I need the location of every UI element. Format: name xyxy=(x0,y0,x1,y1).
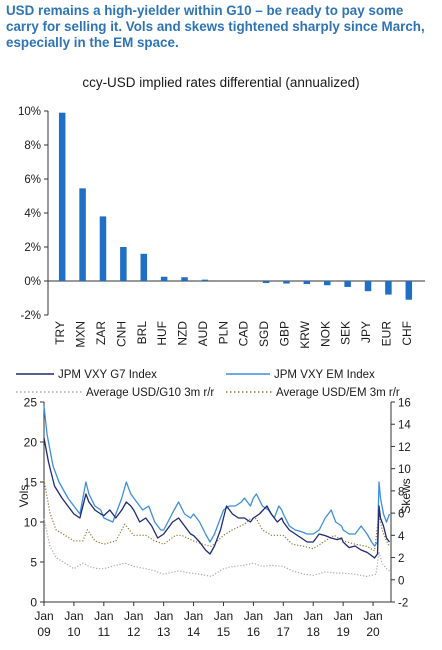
y-tick-label: 2% xyxy=(24,242,41,254)
x-tick-label: CAD xyxy=(237,321,251,347)
x-tick-label-month: Jan xyxy=(244,609,263,623)
bar-brl xyxy=(140,253,147,281)
y-left-tick-label: 20 xyxy=(24,436,38,450)
line-chart: JPM VXY G7 Index JPM VXY EM Index Average … xyxy=(16,369,413,639)
legend-label: Average USD/G10 3m r/r xyxy=(86,387,214,399)
series-line-average-usd-g10-3m-r-r xyxy=(43,518,390,577)
x-tick-label: CNH xyxy=(114,321,128,347)
y-left-axis-title: Vols xyxy=(17,485,31,508)
bar-try xyxy=(58,112,66,281)
y-right-tick-label: 10 xyxy=(398,464,411,476)
y-left-tick-label: 0 xyxy=(30,596,37,610)
y-left-tick-label: 5 xyxy=(30,556,37,570)
x-tick-label-month: Jan xyxy=(94,609,113,623)
x-tick-label-year: 14 xyxy=(187,625,201,639)
legend-label: JPM VXY G7 Index xyxy=(58,369,157,381)
x-tick-label: PLN xyxy=(216,321,230,344)
x-tick-label-year: 11 xyxy=(98,625,111,639)
bar-aud xyxy=(201,279,209,281)
x-tick-label-month: Jan xyxy=(363,609,382,623)
legend-label: JPM VXY EM Index xyxy=(274,369,375,381)
bar-mxn xyxy=(79,188,86,281)
y-right-tick-label: 2 xyxy=(398,553,404,565)
x-tick-label: AUD xyxy=(196,321,210,347)
x-tick-label-month: Jan xyxy=(124,609,143,623)
bar-huf xyxy=(160,276,168,281)
y-right-tick-label: 0 xyxy=(398,575,404,587)
bar-jpy xyxy=(364,281,372,292)
series-line-jpm-vxy-em-index xyxy=(43,405,391,547)
y-tick-label: -2% xyxy=(21,310,41,322)
x-tick-label: SEK xyxy=(339,321,353,345)
x-tick-label: GBP xyxy=(277,321,291,346)
y-right-tick-label: 6 xyxy=(398,509,404,521)
y-left-tick-label: 25 xyxy=(24,396,38,410)
bar-krw xyxy=(303,281,311,285)
y-left-tick-label: 10 xyxy=(24,516,38,530)
x-tick-label-year: 16 xyxy=(247,625,261,639)
bar-sgd xyxy=(262,281,270,284)
x-tick-label-month: Jan xyxy=(154,609,173,623)
bar-chart: -2% 0% 2% 4% 6% 8% 10% TRY MXN ZAR CNH BRL HUF NZD AUD… xyxy=(18,106,425,349)
y-tick-label: 8% xyxy=(24,140,41,152)
y-tick-label: 10% xyxy=(18,106,41,118)
headline: USD remains a high-yielder within G10 – … xyxy=(6,3,425,50)
x-tick-label-month: Jan xyxy=(274,609,293,623)
bar-sek xyxy=(344,281,351,287)
x-tick-label-month: Jan xyxy=(64,609,83,623)
bar-chart-title: ccy-USD implied rates differential (annu… xyxy=(82,75,360,90)
x-tick-label: ZAR xyxy=(94,321,108,345)
x-tick-label: KRW xyxy=(298,320,312,348)
x-tick-label-year: 15 xyxy=(217,625,231,639)
x-tick-label: TRY xyxy=(53,321,67,345)
x-tick-label: BRL xyxy=(135,321,149,345)
x-tick-label-month: Jan xyxy=(304,609,323,623)
y-left-tick-label: 15 xyxy=(24,476,38,490)
x-tick-label: JPY xyxy=(359,321,373,343)
y-right-tick-label: 8 xyxy=(398,486,404,498)
y-tick-label: 6% xyxy=(24,174,41,186)
bar-zar xyxy=(99,216,107,281)
x-tick-label-year: 13 xyxy=(157,625,171,639)
y-right-tick-label: 16 xyxy=(398,398,411,410)
x-tick-label-year: 09 xyxy=(37,625,51,639)
y-right-tick-label: -2 xyxy=(398,598,408,610)
x-tick-label-month: Jan xyxy=(214,609,233,623)
series-line-average-usd-em-3m-r-r xyxy=(43,479,391,552)
x-tick-label: CHF xyxy=(400,321,414,346)
x-tick-label: SGD xyxy=(257,321,271,347)
x-tick-label: MXN xyxy=(74,321,88,348)
bar-gbp xyxy=(283,281,290,284)
bar-nzd xyxy=(181,277,188,281)
bar-nok xyxy=(324,281,331,286)
bar-chf xyxy=(405,281,413,300)
x-tick-label-year: 12 xyxy=(127,625,141,639)
x-tick-label-year: 10 xyxy=(67,625,81,639)
x-tick-label: HUF xyxy=(155,321,169,346)
x-tick-label-month: Jan xyxy=(333,609,352,623)
y-right-axis-title: Skews xyxy=(399,478,413,513)
x-tick-label-year: 18 xyxy=(307,625,321,639)
series-line-jpm-vxy-g7-index xyxy=(43,437,391,559)
x-tick-label: EUR xyxy=(379,321,393,347)
x-tick-label-year: 20 xyxy=(366,625,380,639)
x-tick-label: NZD xyxy=(176,321,190,346)
legend-label: Average USD/EM 3m r/r xyxy=(276,387,400,399)
bar-eur xyxy=(385,281,392,295)
bar-cnh xyxy=(120,247,127,281)
x-tick-label-year: 19 xyxy=(336,625,350,639)
x-tick-label-year: 17 xyxy=(277,625,291,639)
y-right-tick-label: 4 xyxy=(398,531,405,543)
x-tick-label-month: Jan xyxy=(184,609,203,623)
x-tick-label-month: Jan xyxy=(34,609,53,623)
y-tick-label: 0% xyxy=(24,276,41,288)
y-tick-label: 4% xyxy=(24,208,41,220)
x-tick-label: NOK xyxy=(318,321,332,347)
y-right-tick-label: 12 xyxy=(398,442,411,454)
y-right-tick-label: 14 xyxy=(398,420,411,432)
